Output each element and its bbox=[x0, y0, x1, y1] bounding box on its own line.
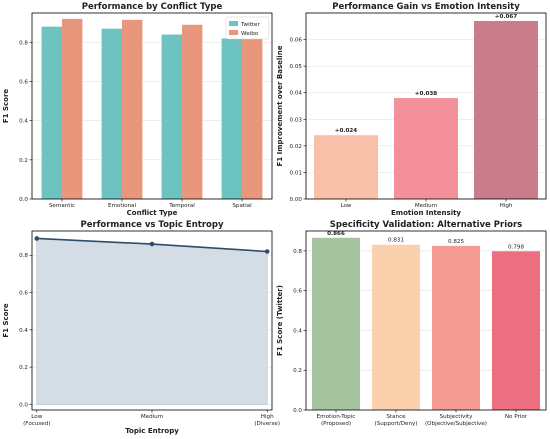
data-label: 0.831 bbox=[388, 238, 404, 244]
bar-3 bbox=[432, 245, 480, 410]
y-tick-label: 0.2 bbox=[19, 365, 28, 371]
bar-twitter-spatial bbox=[221, 38, 242, 199]
bar-weibo-emotional bbox=[122, 19, 143, 199]
data-label: +0.038 bbox=[415, 91, 437, 97]
data-point bbox=[149, 241, 155, 247]
bar-weibo-semantic bbox=[62, 18, 83, 199]
bar-twitter-semantic bbox=[41, 26, 62, 200]
y-tick-label: 0.8 bbox=[19, 253, 28, 259]
y-tick-label: 0.4 bbox=[293, 328, 302, 334]
chart-title: Performance vs Topic Entropy bbox=[81, 220, 224, 230]
chart-panel-2: 0.00 0.01 0.02 0.03 0.04 0.05 0.06 Performance … bbox=[276, 2, 547, 217]
chart-panel-3: 0.0 0.2 0.4 0.6 0.8 Performance vs Topic Entr… bbox=[2, 220, 280, 435]
plot-frame bbox=[31, 230, 273, 411]
y-tick-label: 0.0 bbox=[19, 402, 28, 408]
legend-swatch bbox=[229, 21, 238, 26]
x-tick-label: Medium bbox=[415, 203, 437, 209]
y-tick-label: 0.01 bbox=[290, 170, 303, 176]
y-tick-label: 0.03 bbox=[290, 117, 303, 123]
y-tick-label: 0.4 bbox=[19, 328, 28, 334]
bar-2 bbox=[394, 98, 458, 199]
chart-panel-1: 0.0 0.2 0.4 0.6 0.8 Performance by Conflict T… bbox=[2, 2, 273, 217]
bar-twitter-temporal bbox=[161, 34, 182, 200]
y-tick-label: 0.2 bbox=[19, 158, 28, 164]
y-axis-label: F1 Score (Twitter) bbox=[276, 285, 284, 356]
x-tick-label: Medium bbox=[141, 414, 163, 420]
x-tick-label: Subjectivity (Objective/Subjective) bbox=[425, 414, 487, 427]
y-tick-label: 0.6 bbox=[19, 80, 28, 86]
y-tick-label: 0.0 bbox=[293, 408, 302, 414]
y-tick-label: 0.06 bbox=[290, 38, 303, 44]
y-tick-label: 0.8 bbox=[293, 249, 302, 255]
x-tick-label: Semantic bbox=[49, 203, 75, 209]
x-axis-label: Emotion Intensity bbox=[391, 209, 461, 217]
bar-weibo-temporal bbox=[182, 24, 203, 199]
x-tick-label: Emotion-Topic (Proposed) bbox=[317, 414, 356, 427]
legend-swatch bbox=[229, 30, 238, 35]
x-axis-label: Conflict Type bbox=[127, 209, 178, 217]
plot-frame bbox=[305, 230, 547, 411]
area-fill bbox=[36, 238, 268, 405]
x-tick-label: Temporal bbox=[168, 203, 195, 209]
bar-1 bbox=[314, 135, 378, 199]
x-tick-label: High (Diverse) bbox=[254, 414, 280, 427]
data-label: +0.067 bbox=[495, 14, 517, 20]
y-tick-label: 0.0 bbox=[19, 197, 28, 203]
data-label: 0.825 bbox=[448, 239, 464, 245]
y-axis-label: F1 Score bbox=[2, 89, 10, 124]
y-tick-label: 0.00 bbox=[290, 197, 303, 203]
chart-title: Performance Gain vs Emotion Intensity bbox=[332, 2, 520, 12]
data-label: 0.866 bbox=[327, 231, 345, 237]
x-tick-label: Stance (Support/Deny) bbox=[375, 414, 418, 427]
data-label: 0.798 bbox=[508, 244, 524, 250]
bar-3 bbox=[474, 20, 538, 199]
y-tick-label: 0.2 bbox=[293, 368, 302, 374]
y-tick-label: 0.6 bbox=[293, 289, 302, 295]
data-point bbox=[34, 236, 40, 241]
chart-title: Performance by Conflict Type bbox=[82, 2, 223, 12]
chart-title: Specificity Validation: Alternative Prio… bbox=[330, 220, 522, 230]
y-tick-label: 0.05 bbox=[290, 64, 303, 70]
y-tick-label: 0.02 bbox=[290, 144, 302, 150]
y-axis-label: F1 Improvement over Baseline bbox=[276, 45, 284, 166]
bar-4 bbox=[492, 251, 540, 410]
x-tick-label: Spatial bbox=[232, 203, 252, 209]
y-tick-label: 0.04 bbox=[290, 91, 303, 97]
y-tick-label: 0.6 bbox=[19, 291, 28, 297]
legend-label: Twitter bbox=[240, 22, 260, 28]
chart-panel-4: 0.0 0.2 0.4 0.6 0.8 Specificity Validation: A… bbox=[276, 220, 547, 427]
bar-2 bbox=[372, 244, 420, 410]
legend-label: Weibo bbox=[241, 31, 259, 37]
x-tick-label: Low (Focused) bbox=[23, 414, 50, 427]
plot-frame bbox=[31, 12, 273, 200]
x-tick-label: High bbox=[500, 203, 513, 209]
data-point bbox=[264, 249, 270, 254]
y-axis-label: F1 Score bbox=[2, 303, 10, 338]
x-axis-label: Topic Entropy bbox=[125, 427, 179, 435]
bar-1 bbox=[312, 237, 360, 410]
y-tick-label: 0.4 bbox=[19, 119, 28, 125]
plot-frame bbox=[305, 12, 547, 200]
x-tick-label: No Prior bbox=[505, 414, 528, 420]
bar-twitter-emotional bbox=[101, 28, 122, 199]
x-tick-label: Emotional bbox=[108, 203, 137, 209]
data-label: +0.024 bbox=[335, 128, 357, 134]
bar-weibo-spatial bbox=[242, 28, 263, 199]
y-tick-label: 0.8 bbox=[19, 40, 28, 46]
x-tick-label: Low bbox=[340, 203, 351, 209]
